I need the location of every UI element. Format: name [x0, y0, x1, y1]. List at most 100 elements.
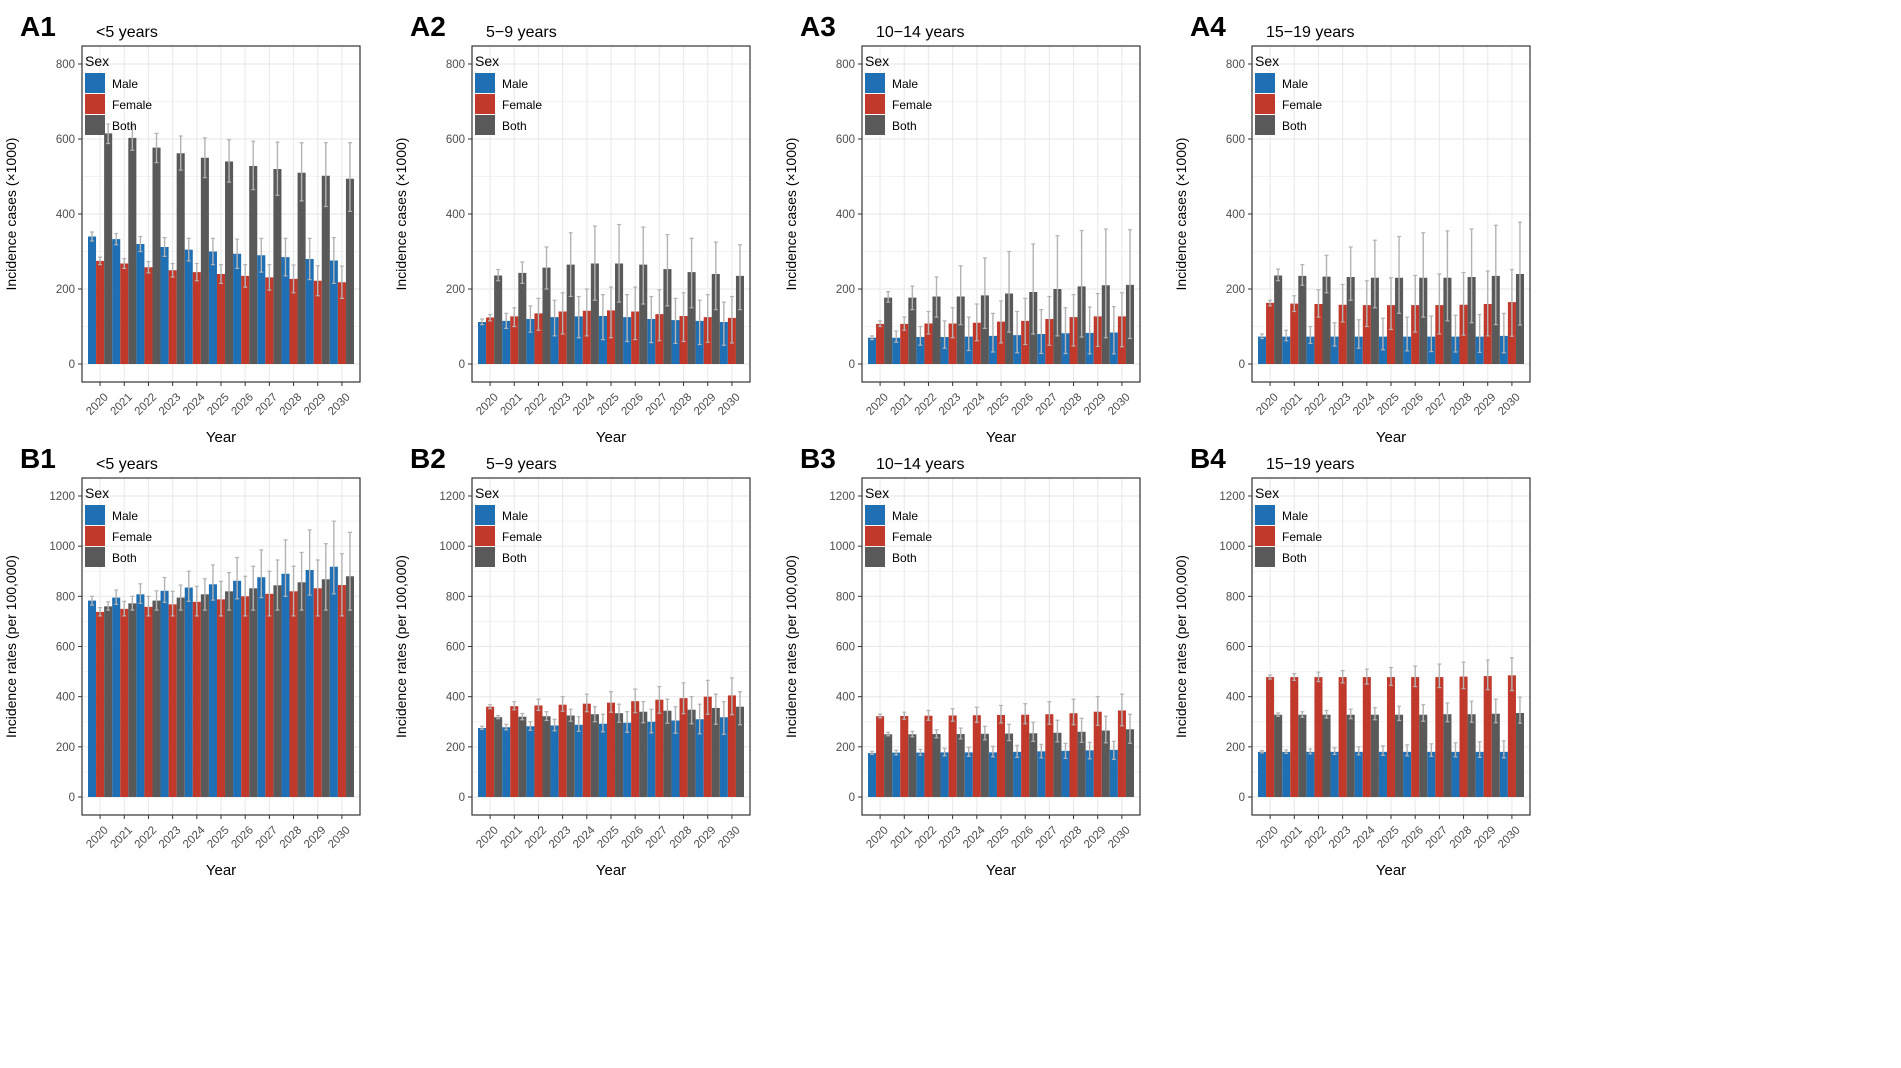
bar-male-2020 — [88, 600, 97, 797]
bar-female-2020 — [96, 260, 105, 364]
bar-male-2026 — [233, 580, 242, 797]
bar-both-2023 — [176, 597, 185, 797]
bar-both-2021 — [518, 716, 527, 797]
panel-letter: A3 — [800, 11, 836, 42]
bar-male-2026 — [233, 253, 242, 364]
x-tick-label: 2026 — [229, 824, 256, 851]
y-axis-title: Incidence cases (×1000) — [783, 138, 799, 291]
x-tick-label: 2028 — [1058, 391, 1085, 418]
y-tick-label: 600 — [446, 134, 465, 146]
y-tick-label: 1200 — [439, 491, 465, 503]
x-tick-label: 2021 — [1279, 391, 1306, 418]
bar-female-2029 — [1093, 711, 1102, 797]
panel-title: 5−9 years — [486, 456, 557, 473]
bar-both-2029 — [1101, 730, 1110, 797]
bar-both-2030 — [345, 178, 354, 364]
y-tick-label: 800 — [56, 59, 75, 71]
bar-male-2021 — [112, 597, 121, 797]
bar-male-2021 — [892, 752, 901, 797]
y-tick-label: 1000 — [1219, 541, 1245, 553]
legend-title: Sex — [1255, 485, 1279, 501]
y-tick-label: 400 — [446, 692, 465, 704]
bar-male-2022 — [1306, 751, 1315, 797]
legend-label-female: Female — [1282, 98, 1322, 112]
bar-female-2029 — [703, 696, 712, 797]
bar-both-2020 — [494, 275, 503, 364]
x-tick-label: 2026 — [1399, 391, 1426, 418]
bar-both-2022 — [152, 147, 161, 364]
bar-both-2021 — [908, 297, 917, 364]
bar-both-2020 — [1274, 275, 1283, 364]
y-tick-label: 0 — [69, 792, 75, 804]
bar-both-2023 — [566, 264, 575, 364]
y-tick-label: 800 — [836, 59, 855, 71]
bar-both-2021 — [128, 603, 137, 797]
bar-both-2027 — [1053, 732, 1062, 797]
x-tick-label: 2030 — [326, 824, 353, 851]
y-tick-label: 0 — [1239, 792, 1245, 804]
legend-key-male — [1255, 505, 1275, 525]
panel-title: 15−19 years — [1266, 456, 1355, 473]
legend-key-female — [85, 94, 105, 114]
bar-male-2024 — [964, 752, 973, 797]
bar-male-2022 — [916, 752, 925, 797]
bar-both-2028 — [687, 272, 696, 364]
bar-female-2029 — [313, 280, 322, 364]
bar-male-2028 — [281, 257, 290, 364]
bar-both-2025 — [1395, 714, 1404, 797]
bar-both-2021 — [908, 734, 917, 797]
legend-key-male — [865, 73, 885, 93]
x-tick-label: 2023 — [1327, 824, 1354, 851]
bar-male-2025 — [208, 251, 217, 364]
y-axis-title: Incidence cases (×1000) — [1173, 138, 1189, 291]
bar-both-2024 — [200, 594, 209, 797]
bar-both-2020 — [1274, 714, 1283, 797]
y-tick-label: 600 — [446, 642, 465, 654]
legend-title: Sex — [475, 485, 499, 501]
legend-title: Sex — [865, 53, 889, 69]
bar-male-2030 — [1109, 749, 1118, 797]
x-tick-label: 2021 — [1279, 824, 1306, 851]
bar-both-2030 — [345, 576, 354, 797]
y-tick-label: 0 — [1239, 359, 1245, 371]
y-axis-title: Incidence rates (per 100,000) — [1173, 555, 1189, 738]
legend-key-both — [1255, 115, 1275, 135]
bar-female-2026 — [631, 701, 640, 797]
panel-a3: A3 10−14 years020040060080020202021202220… — [783, 11, 1141, 446]
bar-both-2026 — [639, 264, 648, 364]
panel-title: 10−14 years — [876, 24, 965, 41]
bar-male-2020 — [1258, 751, 1267, 797]
legend-title: Sex — [865, 485, 889, 501]
x-tick-label: 2029 — [692, 391, 719, 418]
x-tick-label: 2022 — [523, 824, 550, 851]
legend-key-female — [1255, 526, 1275, 546]
bar-female-2028 — [289, 591, 298, 797]
bar-both-2022 — [152, 600, 161, 797]
bar-female-2024 — [582, 703, 591, 797]
bar-female-2026 — [1411, 305, 1420, 364]
panel-a4: A4 15−19 years020040060080020202021202220… — [1173, 11, 1531, 446]
bar-male-2030 — [1499, 751, 1508, 797]
bar-male-2023 — [160, 590, 169, 797]
bar-both-2026 — [1029, 733, 1038, 797]
panel-letter: A4 — [1190, 11, 1226, 42]
y-tick-label: 800 — [836, 591, 855, 603]
bar-both-2026 — [249, 166, 258, 364]
bar-female-2030 — [337, 282, 346, 364]
bar-male-2026 — [1013, 751, 1022, 797]
bar-both-2023 — [1346, 277, 1355, 364]
bar-male-2029 — [1085, 750, 1094, 797]
y-tick-label: 800 — [56, 591, 75, 603]
bar-female-2026 — [1021, 714, 1030, 797]
bar-male-2021 — [1282, 751, 1291, 797]
x-tick-label: 2020 — [84, 391, 111, 418]
legend-label-both: Both — [112, 119, 137, 133]
y-tick-label: 400 — [1226, 209, 1245, 221]
legend-key-both — [1255, 547, 1275, 567]
x-tick-label: 2028 — [278, 391, 305, 418]
legend-key-male — [475, 505, 495, 525]
bar-female-2023 — [948, 323, 957, 364]
bar-female-2021 — [900, 323, 909, 364]
bar-female-2022 — [924, 323, 933, 364]
